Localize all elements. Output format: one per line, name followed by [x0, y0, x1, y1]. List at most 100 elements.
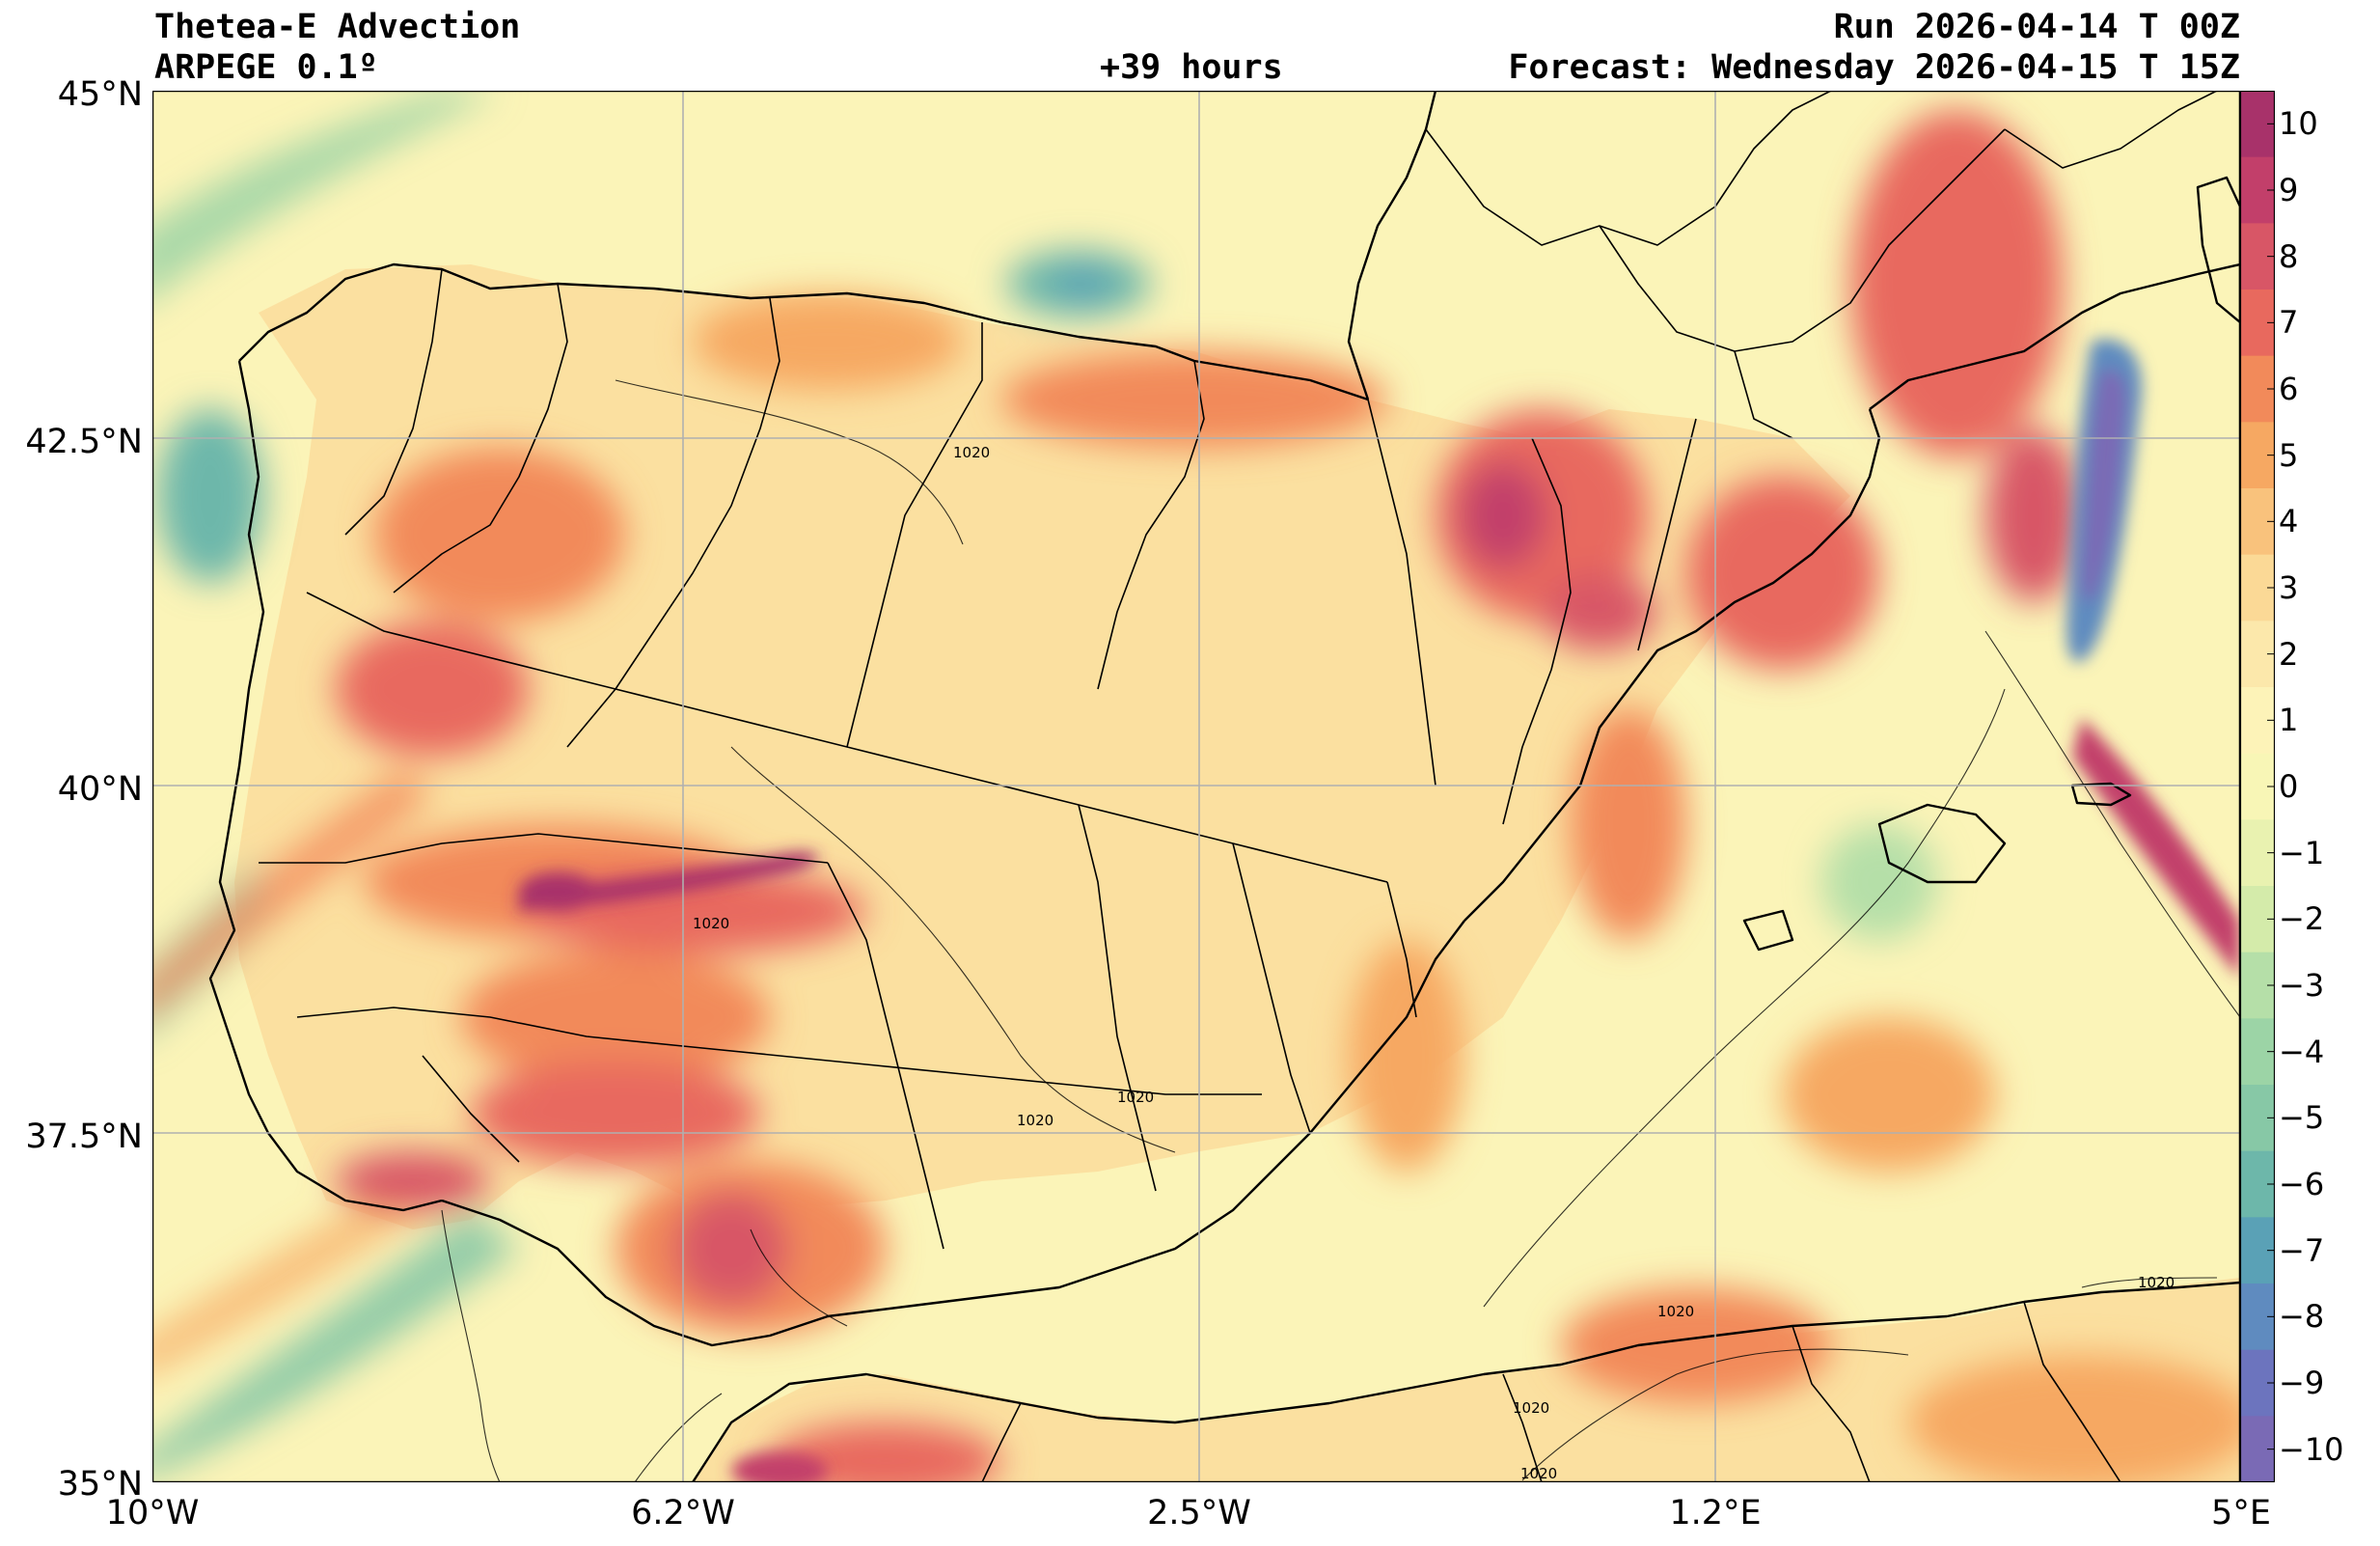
- lat-label-42-5n: 42.5°N: [25, 423, 143, 461]
- galicia-positive-patch: [374, 448, 625, 621]
- colorbar-tick-label: −3: [2279, 967, 2325, 1004]
- isobar-label: 1020: [953, 444, 990, 461]
- colorbar-tick-label: −6: [2279, 1166, 2325, 1202]
- isobar-label: 1020: [2138, 1274, 2175, 1291]
- africa-border: [1792, 1325, 1871, 1482]
- france-border: [1425, 91, 1832, 246]
- mallorca-island: [1877, 803, 2007, 884]
- africa-border: [2023, 1301, 2121, 1482]
- region-border: [1386, 881, 1417, 1018]
- colorbar-tick-label: 2: [2279, 635, 2299, 673]
- portugal-north-positive: [336, 621, 529, 757]
- region-border: [1097, 360, 1205, 690]
- lon-label-6-2w: 6.2°W: [631, 1494, 735, 1532]
- region-border: [306, 592, 1388, 883]
- region-border: [827, 862, 944, 1250]
- cadiz-positive: [673, 1191, 789, 1307]
- lat-label-37-5n: 37.5°N: [25, 1118, 143, 1156]
- colorbar-tick-label: 9: [2279, 172, 2299, 208]
- region-border: [566, 297, 780, 748]
- map-title: Thetea-E Advection: [154, 8, 521, 46]
- africa-coastline: [691, 1281, 2240, 1482]
- portugal-positive-core: [519, 872, 596, 911]
- balearic-negative-blob: [1821, 824, 1937, 940]
- valencia-positive: [1571, 708, 1686, 940]
- corsica-sardinia: [2196, 176, 2240, 324]
- isobar-label: 1020: [1017, 1112, 1053, 1129]
- colorbar-tick-label: −10: [2279, 1430, 2344, 1468]
- colorbar-tick-label: −7: [2279, 1231, 2325, 1269]
- lat-label-45n: 45°N: [57, 75, 143, 114]
- atlantic-negative-band-3: [152, 1210, 519, 1476]
- isobar-line: [441, 1209, 501, 1482]
- isobar-line: [634, 1393, 723, 1482]
- basque-positive: [1001, 351, 1387, 448]
- model-label: ARPEGE 0.1º: [154, 48, 378, 87]
- atlantic-negative-band: [152, 91, 500, 298]
- lat-label-40n: 40°N: [57, 770, 143, 809]
- biscay-negative-core: [1054, 266, 1112, 301]
- isobar-label: 1020: [1513, 1399, 1549, 1417]
- region-border: [259, 833, 829, 864]
- region-border: [846, 322, 983, 748]
- region-border: [1637, 418, 1697, 651]
- sardinia-positive-band: [2072, 718, 2240, 979]
- isobar-line: [1984, 630, 2240, 1018]
- colorbar-tick-label: −8: [2279, 1298, 2325, 1336]
- cantabria-positive: [693, 293, 963, 390]
- guadiana-positive: [461, 950, 770, 1085]
- lon-label-1-2e: 1.2°E: [1669, 1494, 1762, 1532]
- region-border: [393, 283, 568, 594]
- colorbar-tick-label: 4: [2279, 503, 2299, 540]
- isobar-line: [1483, 688, 2006, 1308]
- france-border: [1599, 128, 2006, 352]
- africa-positive-1: [1561, 1287, 1831, 1403]
- africa-positive-3: [1908, 1355, 2240, 1482]
- aragon-core: [1460, 462, 1546, 568]
- colorbar-tick-label: 10: [2279, 105, 2318, 143]
- region-border: [1367, 399, 1436, 787]
- colorbar-tick-label: 8: [2279, 237, 2299, 275]
- levante-coastline: [1464, 408, 1881, 922]
- murcia-positive: [1349, 940, 1464, 1172]
- colorbar-tick-label: 1: [2279, 702, 2299, 739]
- ligurian-negative-core: [2081, 370, 2127, 602]
- isobar-line: [750, 1229, 848, 1327]
- africa-border: [1502, 1373, 1543, 1482]
- colorbar-tick-label: −2: [2279, 900, 2325, 938]
- africa-border: [981, 1402, 1022, 1482]
- isobar-line: [2081, 1277, 2218, 1288]
- africa-land-fill: [693, 1278, 2240, 1482]
- region-border: [422, 1055, 520, 1163]
- colorbar: [2240, 91, 2275, 1482]
- sierra-positive: [471, 1061, 760, 1167]
- isobar-line: [1521, 1348, 1909, 1481]
- portugal-coastline: [208, 360, 443, 1212]
- med-positive-blob: [1783, 1017, 1995, 1172]
- atlantic-negative-blob: [157, 409, 263, 583]
- colorbar-tick-label: −1: [2279, 834, 2325, 871]
- lon-label-5e: 5°E: [2211, 1494, 2271, 1532]
- isobar-label: 1020: [1520, 1465, 1557, 1482]
- colorbar-tick-label: −9: [2279, 1365, 2325, 1401]
- france-border: [2004, 91, 2218, 169]
- africa-positive-2: [770, 1422, 1001, 1482]
- map-panel: 1020 1020 1020 1020 1020 1020 1020 1020: [152, 91, 2240, 1482]
- ibiza-island: [1742, 909, 1794, 952]
- region-border: [1232, 842, 1311, 1134]
- france-border: [1734, 350, 1793, 439]
- lon-label-10w: 10°W: [105, 1494, 200, 1532]
- map-frame: [152, 91, 2240, 1482]
- colorbar-tick-label: 6: [2279, 371, 2299, 407]
- catalonia-positive: [1686, 477, 1879, 670]
- forecast-label: Forecast: Wednesday 2026-04-15 T 15Z: [1508, 48, 2240, 87]
- region-border: [1078, 804, 1157, 1192]
- menorca-island: [2070, 782, 2132, 807]
- isobar-label: 1020: [1657, 1303, 1694, 1320]
- colorbar-tick-label: −5: [2279, 1099, 2325, 1137]
- isobar-label: 1020: [693, 915, 729, 932]
- colorbar-tick-label: −4: [2279, 1033, 2325, 1070]
- france-coastline: [1869, 262, 2240, 410]
- colorbar-tick-label: 5: [2279, 436, 2299, 474]
- colorbar-tick-label: 7: [2279, 304, 2299, 342]
